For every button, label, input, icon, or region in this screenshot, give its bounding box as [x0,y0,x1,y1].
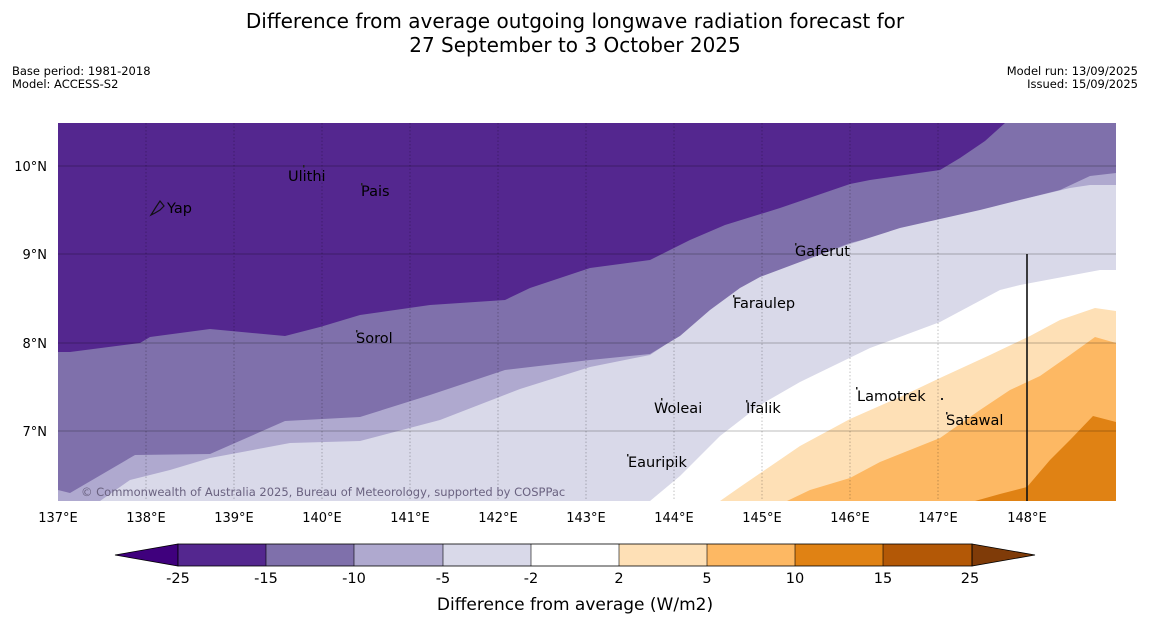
place-gaferut: Gaferut [795,244,850,260]
colorbar-tick: 15 [874,571,892,587]
meta-right: Model run: 13/09/2025 Issued: 15/09/2025 [1007,65,1138,91]
lon-label: 145°E [742,511,782,526]
colorbar-segment [531,544,619,566]
place-satawal: Satawal [946,413,1003,429]
map-panel [58,123,1116,501]
colorbar-segment [795,544,883,566]
map-gridlines [58,123,1116,501]
place-sorol: Sorol [356,331,393,347]
colorbar-tick: 25 [961,571,979,587]
lat-label-7n: 7°N [23,425,48,440]
map-title: Difference from average outgoing longwav… [0,9,1150,57]
lon-label: 138°E [126,511,166,526]
colorbar: -25 -15 -10 -5 -2 2 5 10 15 25 Differenc… [114,543,1036,615]
colorbar-segment [443,544,531,566]
lon-label: 144°E [654,511,694,526]
model-name: Model: ACCESS-S2 [12,77,119,91]
colorbar-high-arrow [971,543,1036,567]
lon-label: 141°E [390,511,430,526]
colorbar-tick: 2 [614,571,623,587]
lon-axis-labels: 137°E 138°E 139°E 140°E 141°E 142°E 143°… [38,511,1047,526]
copyright-notice: © Commonwealth of Australia 2025, Bureau… [81,485,565,499]
yap-island-shape [149,199,165,217]
colorbar-tick: 10 [786,571,804,587]
colorbar-tick: -10 [342,571,366,587]
colorbar-tick: -5 [436,571,450,587]
lat-label-10n: 10°N [14,160,47,175]
colorbar-tick: -15 [254,571,278,587]
lon-label: 139°E [214,511,254,526]
colorbar-ticks: -25 -15 -10 -5 -2 2 5 10 15 25 [166,571,979,587]
lon-label: 148°E [1007,511,1047,526]
colorbar-segment [266,544,354,566]
place-labels: Yap Ulithi Pais Gaferut Faraulep Sorol W… [166,169,1003,471]
colorbar-tick: -2 [524,571,538,587]
base-period: Base period: 1981-2018 [12,64,151,78]
lon-label: 146°E [830,511,870,526]
colorbar-segment [354,544,443,566]
lat-axis-labels: 10°N 9°N 8°N 7°N [14,160,47,440]
title-line-2: 27 September to 3 October 2025 [409,33,741,57]
lon-label: 147°E [918,511,958,526]
colorbar-tick: 5 [702,571,711,587]
place-ifalik: Ifalik [746,401,781,417]
meta-left: Base period: 1981-2018 Model: ACCESS-S2 [12,65,151,91]
place-pais: Pais [361,184,390,200]
place-markers [303,165,948,457]
colorbar-segment [883,544,972,566]
band-plus5 [787,337,1116,501]
place-faraulep: Faraulep [733,296,795,312]
title-line-1: Difference from average outgoing longwav… [245,9,905,33]
place-ulithi: Ulithi [288,169,326,185]
colorbar-tick: -25 [166,571,190,587]
colorbar-label: Difference from average (W/m2) [437,595,713,615]
lon-label: 137°E [38,511,78,526]
colorbar-segment [707,544,795,566]
colorbar-segment [178,544,266,566]
model-run: Model run: 13/09/2025 [1006,64,1138,78]
issued-date: Issued: 15/09/2025 [1027,77,1138,91]
colorbar-low-arrow [114,543,179,567]
place-lamotrek: Lamotrek [857,389,926,405]
band-plus10 [975,416,1116,501]
lon-label: 140°E [302,511,342,526]
lon-label: 143°E [566,511,606,526]
place-woleai: Woleai [654,401,702,417]
lat-label-9n: 9°N [23,248,48,263]
place-eauripik: Eauripik [628,455,687,471]
lat-label-8n: 8°N [23,337,48,352]
lon-label: 142°E [478,511,518,526]
place-yap: Yap [166,201,192,217]
colorbar-segment [619,544,707,566]
